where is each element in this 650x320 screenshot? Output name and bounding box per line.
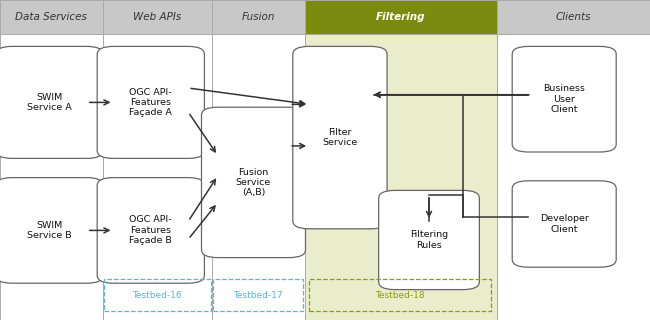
FancyBboxPatch shape <box>103 0 212 320</box>
FancyBboxPatch shape <box>497 0 650 320</box>
FancyBboxPatch shape <box>0 0 103 320</box>
FancyBboxPatch shape <box>98 46 204 158</box>
Text: Fusion
Service
(A,B): Fusion Service (A,B) <box>236 167 271 197</box>
FancyBboxPatch shape <box>512 181 616 267</box>
Text: OGC API-
Features
Façade B: OGC API- Features Façade B <box>129 215 172 245</box>
FancyBboxPatch shape <box>103 0 212 34</box>
FancyBboxPatch shape <box>378 190 480 290</box>
Text: Testbed-18: Testbed-18 <box>375 291 425 300</box>
FancyBboxPatch shape <box>98 178 204 283</box>
Text: SWIM
Service A: SWIM Service A <box>27 93 72 112</box>
FancyBboxPatch shape <box>512 46 616 152</box>
Text: Data Services: Data Services <box>16 12 87 22</box>
Text: Filtering
Rules: Filtering Rules <box>410 230 448 250</box>
Text: Web APIs: Web APIs <box>133 12 181 22</box>
FancyBboxPatch shape <box>305 0 497 320</box>
Text: Clients: Clients <box>556 12 591 22</box>
FancyBboxPatch shape <box>292 46 387 229</box>
FancyBboxPatch shape <box>0 0 103 34</box>
Text: Testbed-16: Testbed-16 <box>133 291 182 300</box>
Text: Testbed-17: Testbed-17 <box>233 291 283 300</box>
Text: OGC API-
Features
Façade A: OGC API- Features Façade A <box>129 87 172 117</box>
Text: Developer
Client: Developer Client <box>540 214 589 234</box>
FancyBboxPatch shape <box>212 0 305 320</box>
FancyBboxPatch shape <box>0 46 103 158</box>
Text: Fusion: Fusion <box>242 12 275 22</box>
FancyBboxPatch shape <box>202 107 306 258</box>
Text: Business
User
Client: Business User Client <box>543 84 585 114</box>
FancyBboxPatch shape <box>0 178 103 283</box>
Text: Filtering: Filtering <box>376 12 426 22</box>
FancyBboxPatch shape <box>497 0 650 34</box>
FancyBboxPatch shape <box>212 0 305 34</box>
Text: Filter
Service: Filter Service <box>322 128 358 147</box>
Text: SWIM
Service B: SWIM Service B <box>27 221 72 240</box>
FancyBboxPatch shape <box>305 0 497 34</box>
